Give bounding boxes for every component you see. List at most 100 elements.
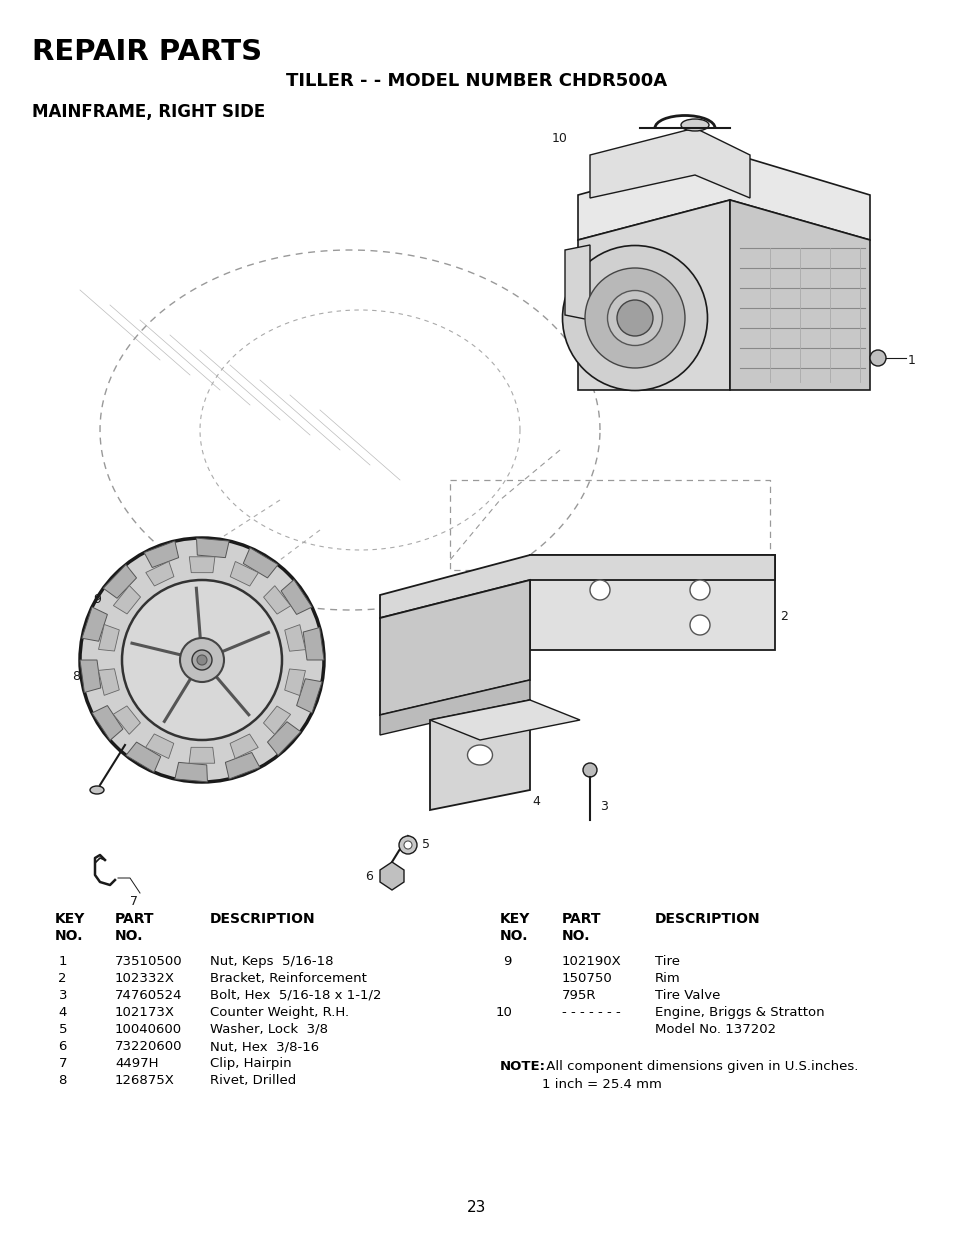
Circle shape — [180, 638, 224, 682]
Circle shape — [689, 580, 709, 600]
Text: 10: 10 — [552, 132, 567, 144]
Ellipse shape — [680, 119, 708, 131]
Text: NO.: NO. — [499, 929, 528, 944]
Text: Bracket, Reinforcement: Bracket, Reinforcement — [210, 972, 367, 986]
Circle shape — [869, 350, 885, 366]
Text: KEY: KEY — [499, 911, 530, 926]
Polygon shape — [296, 679, 322, 713]
Ellipse shape — [584, 268, 684, 368]
Polygon shape — [82, 608, 108, 641]
Polygon shape — [98, 669, 119, 695]
Ellipse shape — [562, 246, 707, 390]
Polygon shape — [225, 752, 259, 779]
Text: Nut, Hex  3/8-16: Nut, Hex 3/8-16 — [210, 1040, 319, 1053]
Polygon shape — [530, 555, 774, 650]
Text: Bolt, Hex  5/16-18 x 1-1/2: Bolt, Hex 5/16-18 x 1-1/2 — [210, 989, 381, 1002]
Polygon shape — [80, 659, 101, 693]
Polygon shape — [174, 762, 207, 782]
Text: PART: PART — [115, 911, 154, 926]
Text: DESCRIPTION: DESCRIPTION — [210, 911, 315, 926]
Text: 74760524: 74760524 — [115, 989, 182, 1002]
Polygon shape — [98, 625, 119, 651]
Text: Tire Valve: Tire Valve — [655, 989, 720, 1002]
Text: KEY: KEY — [55, 911, 85, 926]
Text: Model No. 137202: Model No. 137202 — [655, 1023, 776, 1036]
Text: 10: 10 — [495, 1007, 512, 1019]
Text: 3: 3 — [58, 989, 67, 1002]
Text: 10040600: 10040600 — [115, 1023, 182, 1036]
Text: 102190X: 102190X — [561, 955, 621, 968]
Polygon shape — [146, 562, 173, 585]
Text: 150750: 150750 — [561, 972, 612, 986]
Circle shape — [398, 836, 416, 853]
Polygon shape — [729, 200, 869, 390]
Text: PART: PART — [561, 911, 601, 926]
Text: 9: 9 — [92, 593, 101, 606]
Text: MAINFRAME, RIGHT SIDE: MAINFRAME, RIGHT SIDE — [32, 103, 265, 121]
Polygon shape — [284, 669, 305, 695]
Polygon shape — [230, 734, 258, 758]
Ellipse shape — [122, 580, 282, 740]
Text: Washer, Lock  3/8: Washer, Lock 3/8 — [210, 1023, 328, 1036]
Text: - - - - - - -: - - - - - - - — [561, 1007, 620, 1019]
Text: 73220600: 73220600 — [115, 1040, 182, 1053]
Text: Clip, Hairpin: Clip, Hairpin — [210, 1057, 292, 1070]
Text: 7: 7 — [58, 1057, 67, 1070]
Polygon shape — [284, 625, 305, 651]
Text: 4497H: 4497H — [115, 1057, 158, 1070]
Circle shape — [582, 763, 597, 777]
Circle shape — [192, 650, 212, 671]
Circle shape — [589, 580, 609, 600]
Polygon shape — [243, 548, 277, 578]
Ellipse shape — [607, 290, 661, 346]
Polygon shape — [263, 706, 291, 735]
Polygon shape — [113, 706, 140, 735]
Text: 102173X: 102173X — [115, 1007, 174, 1019]
Polygon shape — [281, 579, 312, 615]
Circle shape — [617, 300, 652, 336]
Text: 2: 2 — [58, 972, 67, 986]
Text: Nut, Keps  5/16-18: Nut, Keps 5/16-18 — [210, 955, 334, 968]
Text: 4: 4 — [58, 1007, 67, 1019]
Text: Rivet, Drilled: Rivet, Drilled — [210, 1074, 296, 1087]
Text: 7: 7 — [130, 895, 138, 908]
Text: 126875X: 126875X — [115, 1074, 174, 1087]
Polygon shape — [230, 562, 258, 587]
Text: 8: 8 — [71, 671, 80, 683]
Text: 102332X: 102332X — [115, 972, 174, 986]
Polygon shape — [189, 747, 214, 763]
Text: REPAIR PARTS: REPAIR PARTS — [32, 38, 262, 65]
Text: NO.: NO. — [55, 929, 84, 944]
Text: NO.: NO. — [115, 929, 143, 944]
Circle shape — [196, 655, 207, 664]
Polygon shape — [144, 541, 178, 568]
Text: 795R: 795R — [561, 989, 596, 1002]
Text: 9: 9 — [503, 955, 512, 968]
Polygon shape — [113, 585, 140, 614]
Text: 2: 2 — [780, 610, 787, 622]
Text: 5: 5 — [421, 839, 430, 851]
Polygon shape — [564, 245, 589, 320]
Text: 6: 6 — [58, 1040, 67, 1053]
Text: Counter Weight, R.H.: Counter Weight, R.H. — [210, 1007, 349, 1019]
Text: 23: 23 — [467, 1200, 486, 1215]
Polygon shape — [196, 538, 229, 558]
Text: 8: 8 — [58, 1074, 67, 1087]
Text: Engine, Briggs & Stratton: Engine, Briggs & Stratton — [655, 1007, 823, 1019]
Circle shape — [403, 841, 412, 848]
Text: Rim: Rim — [655, 972, 680, 986]
Polygon shape — [92, 705, 123, 740]
Polygon shape — [103, 564, 136, 598]
Text: DESCRIPTION: DESCRIPTION — [655, 911, 760, 926]
Text: 4: 4 — [532, 795, 539, 808]
Polygon shape — [379, 555, 774, 618]
Text: 1: 1 — [907, 354, 915, 367]
Polygon shape — [379, 862, 403, 890]
Text: 73510500: 73510500 — [115, 955, 182, 968]
Polygon shape — [379, 580, 530, 715]
Text: 1 inch = 25.4 mm: 1 inch = 25.4 mm — [541, 1078, 661, 1091]
Polygon shape — [146, 734, 173, 758]
Text: 1: 1 — [58, 955, 67, 968]
Polygon shape — [303, 627, 324, 659]
Text: NOTE:: NOTE: — [499, 1060, 545, 1073]
